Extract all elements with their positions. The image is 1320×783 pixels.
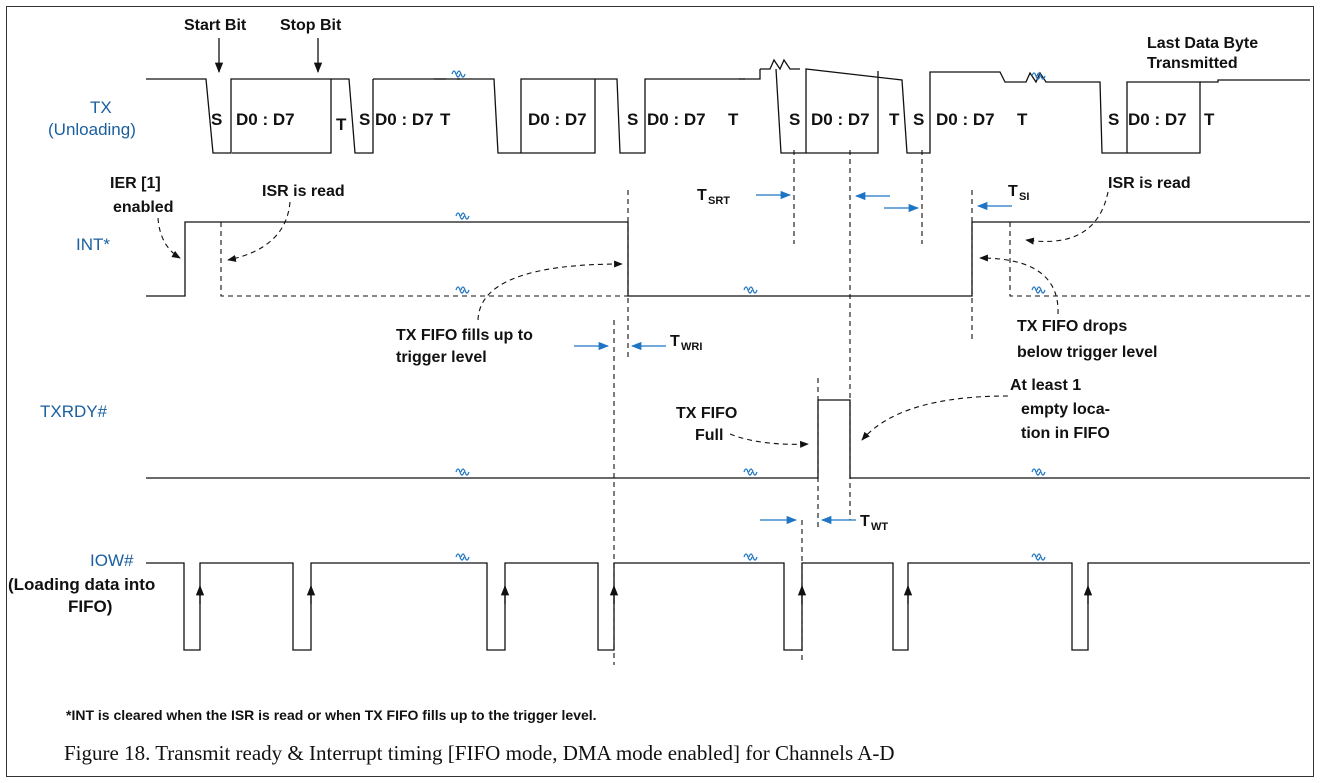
tx-data-byte-3: D0 : D7 (528, 110, 587, 129)
fifo-full-label-2: Full (695, 427, 723, 444)
tx-break-marks (451, 70, 1046, 80)
tx-stop-bit-6: T (1017, 110, 1028, 129)
t-srt-label: T (697, 187, 707, 204)
tx-start-bit-4: S (627, 110, 638, 129)
t-si-label: T (1008, 183, 1018, 200)
iow-rising-edge-arrows (195, 584, 1093, 604)
footnote: *INT is cleared when the ISR is read or … (66, 707, 597, 723)
tx-start-bit-5: S (789, 110, 800, 129)
tx-start-bit-2: S (359, 110, 370, 129)
txrdy-signal-label: TXRDY# (40, 402, 108, 421)
tx-start-bit-7: S (1108, 110, 1119, 129)
t-si-sub: SI (1019, 191, 1029, 203)
txrdy-waveform (146, 399, 1310, 479)
t-wri-label: T (670, 333, 680, 350)
tx-stop-bit-4: T (728, 110, 739, 129)
iow-signal-label: IOW# (90, 551, 134, 570)
t-wt-sub: WT (871, 521, 888, 533)
timing-srt: T SRT (697, 187, 920, 213)
timing-wt: T WT (760, 513, 888, 533)
isr-read-label-left: ISR is read (262, 183, 345, 200)
empty-label-2: empty loca- (1021, 401, 1110, 418)
tx-waveform (146, 58, 1310, 154)
tx-bits: S D0 : D7 T S D0 : D7 T D0 : D7 S D0 : D… (211, 110, 1215, 134)
drops-label-1: TX FIFO drops (1017, 318, 1127, 335)
t-wt-label: T (860, 513, 870, 530)
ier-arrow (157, 217, 181, 259)
tx-stop-bit-1: T (336, 115, 347, 134)
tx-start-bit-6: S (913, 110, 924, 129)
tx-start-bit-1: S (211, 110, 222, 129)
drops-arrow (979, 254, 1059, 315)
figure-caption: Figure 18. Transmit ready & Interrupt ti… (64, 741, 895, 765)
empty-label-3: tion in FIFO (1021, 425, 1110, 442)
tx-stop-bit-7: T (1204, 110, 1215, 129)
fifo-full-arrow (729, 433, 809, 448)
timing-si: T SI (976, 183, 1029, 211)
txrdy-break-marks (455, 468, 1046, 476)
ier-label-1: IER [1] (110, 175, 161, 192)
isr-read-label-right: ISR is read (1108, 175, 1191, 192)
tx-data-byte-4: D0 : D7 (647, 110, 706, 129)
isr-read-arrow-right (1025, 191, 1109, 245)
ier-label-2: enabled (113, 199, 173, 216)
fills-arrow (477, 260, 623, 321)
fifo-full-label-1: TX FIFO (676, 405, 737, 422)
stop-bit-label: Stop Bit (280, 17, 342, 34)
tx-signal-sublabel: (Unloading) (48, 120, 136, 139)
empty-label-1: At least 1 (1010, 377, 1081, 394)
int-break-marks (455, 212, 1046, 294)
iow-waveform (146, 562, 1310, 651)
empty-arrow (861, 395, 1009, 441)
tx-data-byte-6: D0 : D7 (936, 110, 995, 129)
fills-label-1: TX FIFO fills up to (396, 327, 533, 344)
timing-wri: T WRI (574, 333, 702, 353)
tx-data-byte-1: D0 : D7 (236, 110, 295, 129)
int-signal-label: INT* (76, 235, 110, 254)
t-wri-sub: WRI (681, 341, 702, 353)
last-byte-label-1: Last Data Byte (1147, 35, 1258, 52)
reference-lines (613, 150, 973, 665)
fills-label-2: trigger level (396, 349, 487, 366)
start-bit-label: Start Bit (184, 17, 247, 34)
int-waveform (146, 221, 1310, 297)
tx-data-byte-7: D0 : D7 (1128, 110, 1187, 129)
tx-stop-bit-5: T (889, 110, 900, 129)
isr-read-arrow-left (227, 201, 291, 262)
drops-label-2: below trigger level (1017, 344, 1157, 361)
iow-sublabel-1: (Loading data into (8, 575, 155, 594)
tx-stop-bit-2: T (440, 110, 451, 129)
t-srt-sub: SRT (708, 195, 730, 207)
last-byte-label-2: Transmitted (1147, 55, 1238, 72)
tx-signal-label: TX (90, 98, 112, 117)
figure-frame (6, 6, 1314, 777)
iow-break-marks (455, 553, 1046, 561)
tx-data-byte-5: D0 : D7 (811, 110, 870, 129)
tx-data-byte-2: D0 : D7 (375, 110, 434, 129)
iow-sublabel-2: FIFO) (68, 597, 112, 616)
